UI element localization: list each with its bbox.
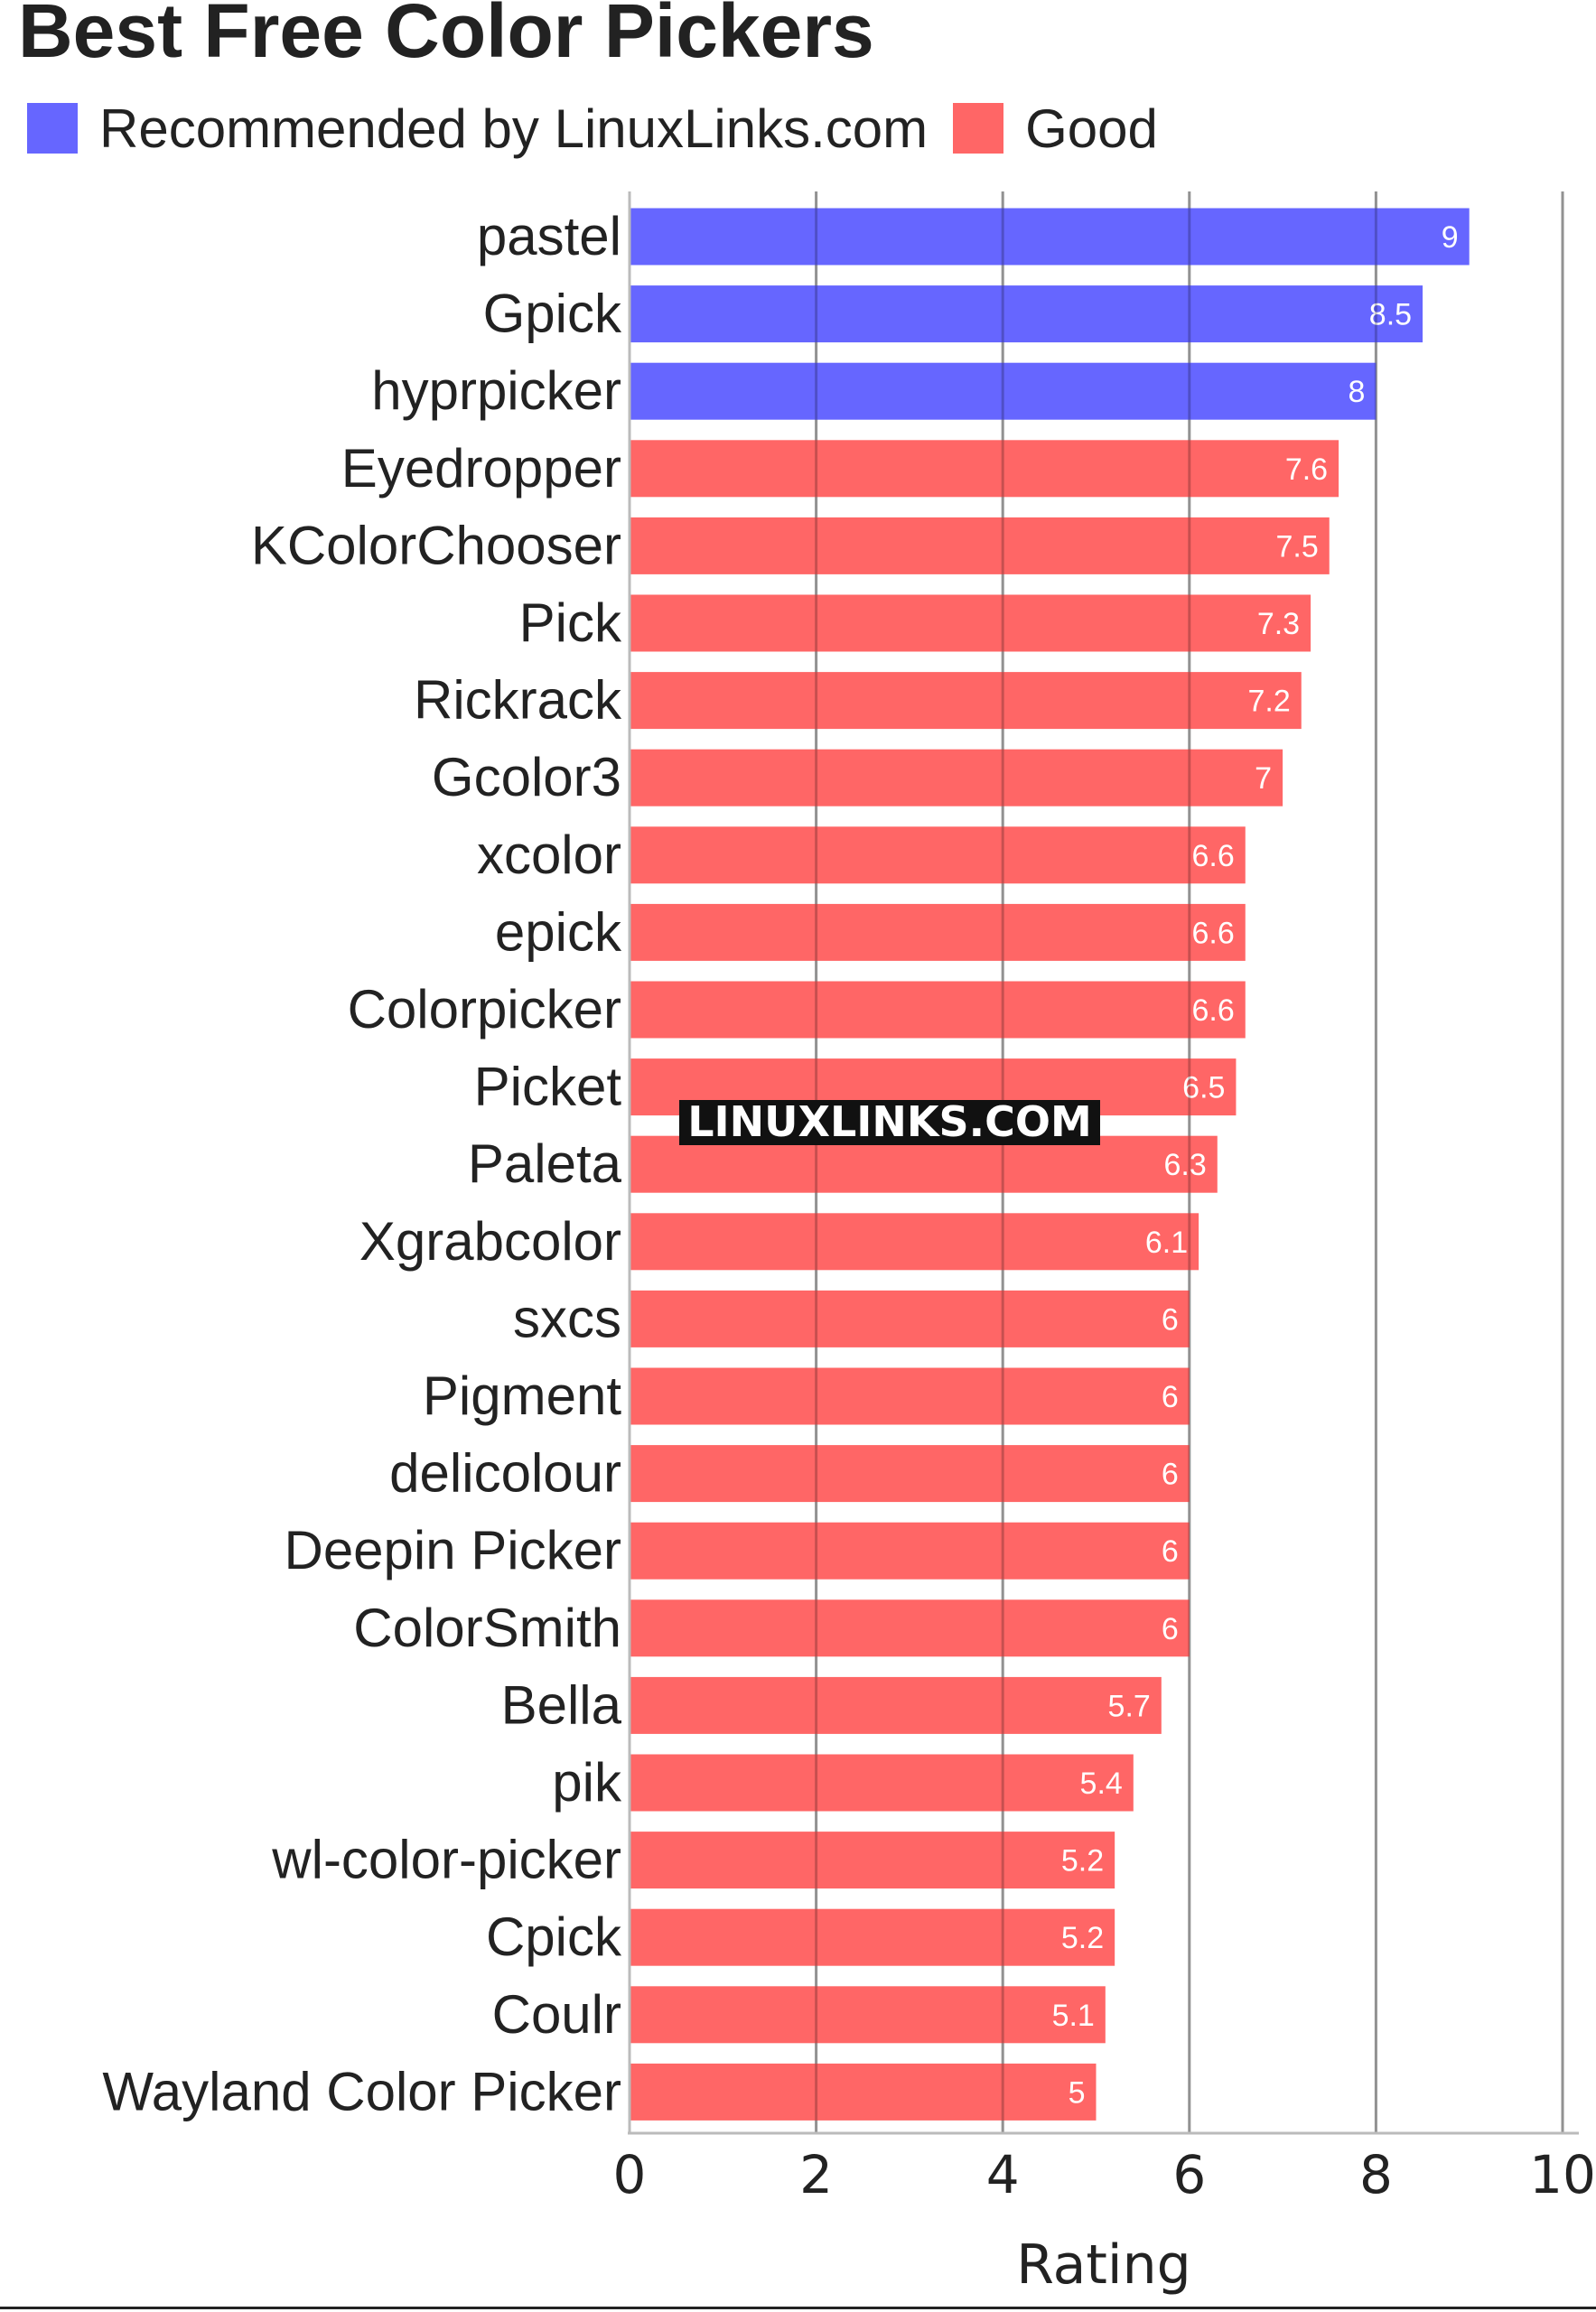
bar-23 xyxy=(630,1986,1106,2044)
chart-legend: Recommended by LinuxLinks.com Good xyxy=(27,98,1183,160)
bar-20 xyxy=(630,1754,1134,1812)
category-label: Xgrabcolor xyxy=(359,1211,621,1272)
category-label: xcolor xyxy=(477,825,621,885)
bar-19 xyxy=(630,1676,1162,1734)
bottom-rule xyxy=(0,2307,1596,2309)
value-label: 6.5 xyxy=(1182,1071,1225,1105)
bar-17 xyxy=(630,1522,1190,1580)
value-label: 6.1 xyxy=(1145,1226,1188,1260)
x-tick-label: 0 xyxy=(613,2144,647,2205)
x-tick-label: 10 xyxy=(1529,2144,1596,2205)
legend-item-recommended: Recommended by LinuxLinks.com xyxy=(27,98,928,160)
legend-swatch-good xyxy=(953,103,1004,154)
bar-9 xyxy=(630,903,1246,961)
bar-18 xyxy=(630,1599,1190,1657)
bar-22 xyxy=(630,1908,1115,1966)
category-label: Colorpicker xyxy=(348,979,621,1039)
watermark: LINUXLINKS.COM xyxy=(679,1097,1100,1146)
value-label: 5 xyxy=(1069,2075,1086,2110)
category-label: hyprpicker xyxy=(371,360,621,421)
axes: pastel Gpick hyprpicker Eyedropper KColorCho… xyxy=(102,191,1596,2297)
legend-label-recommended: Recommended by LinuxLinks.com xyxy=(99,98,929,159)
legend-swatch-recommended xyxy=(27,103,78,154)
value-label: 6 xyxy=(1162,1302,1179,1337)
value-label: 5.2 xyxy=(1061,1844,1104,1878)
value-label: 5.4 xyxy=(1080,1767,1123,1801)
bar-2 xyxy=(630,362,1377,420)
category-label: Wayland Color Picker xyxy=(102,2061,621,2121)
bar-7 xyxy=(630,749,1283,806)
bar-13 xyxy=(630,1213,1199,1271)
bars: 9 8.5 8 7.6 7.5 7.3 7.2 7 6.6 6.6 6.6 6.5 6.3 6.1 6 6 6 6… xyxy=(630,208,1470,2121)
category-label: Pick xyxy=(519,592,622,653)
value-label: 6 xyxy=(1162,1612,1179,1646)
bar-1 xyxy=(630,285,1423,343)
x-tick-label: 2 xyxy=(799,2144,833,2205)
value-label: 6 xyxy=(1162,1380,1179,1414)
category-label: Gpick xyxy=(483,284,622,344)
category-label: wl-color-picker xyxy=(271,1830,621,1890)
bar-0 xyxy=(630,208,1470,266)
category-label: Paleta xyxy=(468,1133,622,1194)
category-label: Eyedropper xyxy=(341,438,621,499)
category-label: Gcolor3 xyxy=(432,747,621,807)
bar-10 xyxy=(630,981,1246,1039)
category-label: Deepin Picker xyxy=(284,1520,621,1580)
value-label: 5.2 xyxy=(1061,1921,1104,1955)
value-label: 6 xyxy=(1162,1458,1179,1492)
category-label: ColorSmith xyxy=(353,1598,621,1658)
watermark-text: LINUXLINKS.COM xyxy=(687,1097,1092,1146)
chart-title: Best Free Color Pickers xyxy=(18,0,874,73)
bar-12 xyxy=(630,1135,1218,1193)
value-label: 6.6 xyxy=(1192,916,1235,950)
value-label: 6.6 xyxy=(1192,839,1235,873)
bar-14 xyxy=(630,1290,1190,1347)
legend-label-good: Good xyxy=(1025,98,1158,159)
legend-item-good: Good xyxy=(953,98,1158,160)
category-label: pik xyxy=(552,1752,622,1813)
category-label: Picket xyxy=(474,1057,622,1117)
bar-16 xyxy=(630,1445,1190,1503)
value-label: 9 xyxy=(1442,220,1459,255)
value-label: 7.3 xyxy=(1257,607,1300,641)
value-label: 6 xyxy=(1162,1534,1179,1569)
bar-6 xyxy=(630,672,1302,730)
category-label: pastel xyxy=(477,206,621,266)
value-label: 7 xyxy=(1255,761,1272,796)
category-label: sxcs xyxy=(513,1288,621,1348)
bar-5 xyxy=(630,594,1311,652)
value-label: 5.1 xyxy=(1052,1999,1095,2033)
value-label: 6.3 xyxy=(1164,1148,1207,1182)
x-axis-title: Rating xyxy=(1016,2233,1190,2297)
value-label: 8.5 xyxy=(1369,298,1412,332)
category-label: KColorChooser xyxy=(251,515,621,575)
category-label: epick xyxy=(495,901,622,962)
value-label: 6.6 xyxy=(1192,993,1235,1028)
bar-3 xyxy=(630,440,1339,498)
category-label: Coulr xyxy=(492,1984,621,2045)
x-tick-label: 4 xyxy=(986,2144,1020,2205)
value-label: 5.7 xyxy=(1108,1689,1151,1723)
category-label: Cpick xyxy=(486,1906,622,1967)
category-label: Pigment xyxy=(423,1366,621,1426)
bar-4 xyxy=(630,517,1330,574)
bar-24 xyxy=(630,2063,1097,2121)
watermark-box xyxy=(679,1100,1100,1145)
value-label: 7.6 xyxy=(1285,452,1328,487)
bar-8 xyxy=(630,826,1246,884)
bar-15 xyxy=(630,1367,1190,1425)
value-label: 7.2 xyxy=(1247,685,1290,719)
category-label: Bella xyxy=(501,1674,622,1735)
grid-lines-overlay xyxy=(815,191,1564,2133)
category-label: Rickrack xyxy=(414,670,622,731)
x-tick-label: 6 xyxy=(1172,2144,1206,2205)
value-label: 7.5 xyxy=(1275,529,1318,564)
category-label: delicolour xyxy=(389,1443,621,1504)
x-tick-label: 8 xyxy=(1359,2144,1393,2205)
value-label: 8 xyxy=(1348,375,1365,409)
bar-21 xyxy=(630,1832,1115,1889)
